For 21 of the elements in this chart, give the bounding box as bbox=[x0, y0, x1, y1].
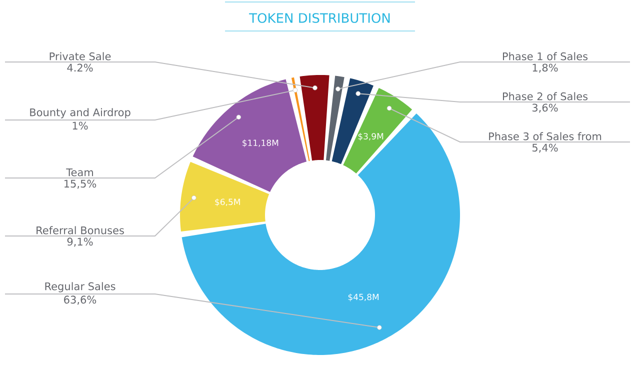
data-label: 63,6% bbox=[64, 296, 96, 305]
data-label: 9,1% bbox=[67, 238, 93, 247]
data-label: 1,8% bbox=[532, 64, 558, 73]
slice-label: Referral Bonuses bbox=[36, 226, 124, 234]
text: $45,8M bbox=[348, 294, 379, 302]
slice-label: Phase 3 of Sales from bbox=[489, 132, 602, 140]
data-label: 3,6% bbox=[532, 104, 558, 113]
slice-label: Phase 2 of Sales bbox=[502, 92, 588, 100]
slice-label: Phase 1 of Sales bbox=[502, 52, 588, 60]
text: $11,18M bbox=[242, 139, 278, 148]
slice-label: Regular Sales bbox=[45, 282, 116, 292]
text: $3,9M bbox=[358, 132, 384, 141]
data-label: 15,5% bbox=[64, 180, 96, 189]
slice-label: Private Sale bbox=[50, 52, 111, 60]
slice-label: Bounty and Airdrop bbox=[30, 108, 130, 118]
text: $6,5M bbox=[215, 198, 240, 206]
data-label: 4.2% bbox=[67, 64, 93, 72]
slice-label: Team bbox=[66, 168, 93, 176]
data-label: 5,4% bbox=[532, 144, 558, 153]
data-label: 1% bbox=[72, 122, 88, 130]
chart-title: TOKEN DISTRIBUTION bbox=[249, 13, 390, 23]
